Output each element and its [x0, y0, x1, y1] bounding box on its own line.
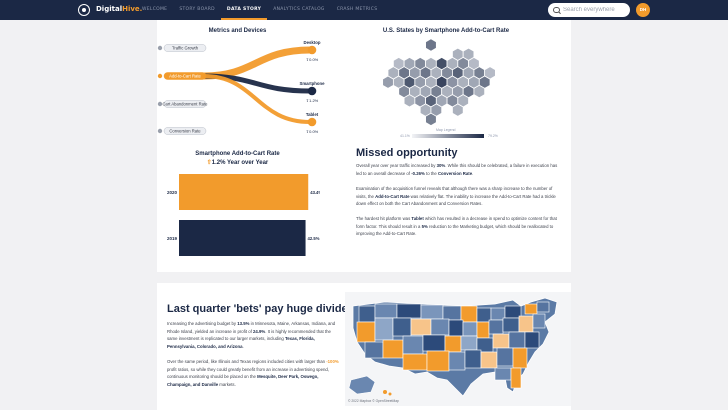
state-hex[interactable]: [403, 94, 416, 108]
brand-name[interactable]: DigitalHive.: [96, 5, 142, 13]
emphasis-text: 13.5%: [237, 321, 250, 326]
device-dot: [307, 117, 317, 127]
logo-icon[interactable]: [78, 4, 90, 16]
brand-main: Digital: [96, 5, 123, 13]
device-change: ⇧0.0%: [306, 57, 319, 62]
legend-min: 41.1%: [400, 134, 410, 138]
highlight-text: -100%: [326, 359, 339, 364]
legend-title: Map Legend: [436, 128, 456, 132]
metric-pill: [163, 44, 207, 52]
metrics-devices-title: Metrics and Devices: [208, 28, 267, 34]
nav-item-story-board[interactable]: STORY BOARD: [179, 7, 215, 12]
state-hex[interactable]: [473, 84, 486, 99]
state-hex[interactable]: [382, 75, 394, 89]
emphasis-text: 30%: [436, 163, 446, 168]
bar[interactable]: [179, 220, 306, 256]
emphasis-text: -0.26%: [411, 170, 425, 176]
device-label: Smartphone: [299, 81, 325, 86]
metric-pill: [163, 72, 207, 80]
us-hex-map[interactable]: [380, 38, 520, 130]
metric-label: Cart Abandonment Rate: [163, 102, 209, 107]
legend-max: 79.2%: [488, 134, 498, 138]
bar-value-label: 42.5%: [308, 236, 320, 241]
emphasis-text: Conversion Rate: [437, 170, 473, 176]
metric-label: Add-to-Cart Rate: [169, 74, 201, 79]
device-label: Tablet: [306, 112, 319, 117]
metric-dot: [157, 128, 163, 134]
emphasis-text: 5%: [421, 223, 428, 229]
bar-category-label: 2020: [167, 190, 178, 195]
metric-pill: [163, 127, 207, 135]
sankey-flow: [203, 46, 311, 80]
metrics-devices-sankey: Traffic Growth Add-to-Cart Rate Cart Aband…: [157, 40, 325, 135]
metric-dot: [157, 73, 163, 79]
bar[interactable]: [179, 174, 309, 210]
map-attribution: © 2022 Mapbox © OpenStreetMap: [348, 399, 399, 403]
sankey-flow: [203, 74, 311, 124]
device-node[interactable]: Desktop ⇧0.0%: [304, 40, 321, 62]
bar-chart: 2020 43.4% 2019 42.5%: [167, 174, 320, 256]
bets-heading: Last quarter 'bets' pay huge dividends!: [167, 303, 371, 315]
metric-node[interactable]: Conversion Rate: [157, 127, 207, 135]
metric-node[interactable]: Cart Abandonment Rate: [157, 100, 209, 108]
metric-label: Conversion Rate: [169, 129, 201, 134]
missed-paragraph-1: Overall year over year traffic increased…: [356, 163, 558, 176]
device-label: Desktop: [304, 40, 321, 45]
search-icon: [553, 6, 560, 14]
us-profit-map[interactable]: [345, 292, 571, 406]
us-map-graphic: [345, 292, 571, 406]
missed-opportunity-heading: Missed opportunity: [356, 147, 458, 159]
bar-chart-subtitle-text: 1.2% Year over Year: [211, 160, 269, 166]
device-node[interactable]: Smartphone ⇧1.2%: [299, 81, 325, 103]
missed-paragraph-3: The hardest hit platform was Tablet whic…: [356, 216, 557, 237]
map-legend-bar: [412, 134, 484, 138]
metric-dot: [157, 45, 163, 51]
nav-item-data-story[interactable]: DATA STORY: [220, 0, 268, 20]
missed-paragraph-2: Examination of the acquisition funnel re…: [356, 186, 556, 207]
emphasis-text: Tablet: [411, 216, 424, 221]
search-box[interactable]: [548, 3, 630, 17]
hexmap-title: U.S. States by Smartphone Add-to-Cart Ra…: [382, 28, 510, 34]
nav-item-crash-metrics[interactable]: CRASH METRICS: [336, 7, 378, 12]
arrow-up-icon: ⇧: [206, 160, 212, 166]
bar-category-label: 2019: [167, 236, 178, 241]
bar-value-label: 43.4%: [310, 190, 320, 195]
metric-dot: [157, 101, 163, 107]
bar-chart-subtitle: ⇧1.2% Year over Year: [160, 159, 315, 166]
nav-item-welcome[interactable]: WELCOME: [142, 7, 168, 12]
metric-node[interactable]: Add-to-Cart Rate: [157, 72, 207, 80]
metric-pill: [163, 100, 207, 108]
main-nav: WELCOME STORY BOARD DATA STORY ANALYTICS CA…: [136, 0, 383, 20]
brand-accent: Hive.: [122, 5, 143, 13]
device-change: ⇧1.2%: [306, 98, 319, 103]
emphasis-text: Mesquite, Deer Park, Oswego, Champaign, …: [167, 374, 319, 388]
state-hex[interactable]: [425, 112, 437, 127]
metric-node[interactable]: Traffic Growth: [157, 44, 207, 52]
top-navigation-bar: DigitalHive. WELCOME STORY BOARD DATA STOR…: [0, 0, 728, 20]
emphasis-text: Texas, Florida, Pennsylvania, Colorado, …: [167, 336, 315, 350]
state-hex[interactable]: [452, 103, 464, 117]
emphasis-text: 24.9%: [253, 328, 266, 334]
state-hex[interactable]: [425, 38, 437, 52]
bets-paragraph-1: Increasing the advertising budget by 13.…: [167, 321, 336, 350]
device-dot: [307, 86, 317, 96]
nav-item-analytics-catalog[interactable]: ANALYTICS CATALOG: [273, 7, 325, 12]
bets-paragraph-2: Over the same period, like Illinois and …: [167, 359, 339, 388]
search-input[interactable]: [563, 7, 627, 13]
metric-label: Traffic Growth: [172, 46, 199, 51]
avatar[interactable]: DH: [636, 3, 650, 17]
device-node[interactable]: Tablet ⇧0.0%: [306, 112, 319, 134]
device-change: ⇧0.0%: [306, 129, 319, 134]
device-dot: [307, 45, 317, 55]
emphasis-text: Add-to-Cart Rate: [375, 193, 410, 199]
bar-chart-title: Smartphone Add-to-Cart Rate: [195, 151, 280, 157]
